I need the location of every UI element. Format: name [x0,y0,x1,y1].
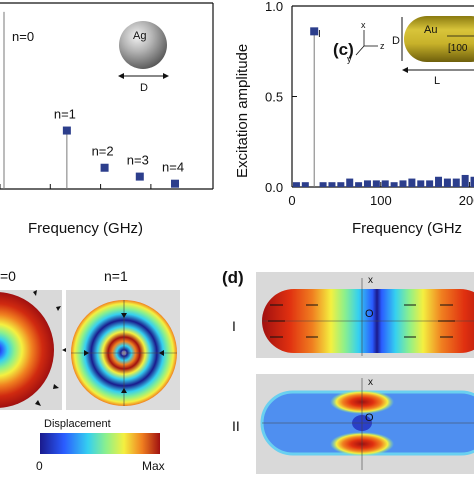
rod-diameter-label: D [392,35,400,47]
panel-c-ticks: 0.0 0.5 1.0 0 100 200 [265,0,474,208]
mode-II-origin-label: O [365,412,374,424]
colorbar-min-label: 0 [36,459,43,473]
panel-c-x-tick-label: 0 [288,193,295,208]
mode-n1-arrow [121,388,127,393]
panel-c-bar [461,174,469,187]
sphere-label: Ag [133,30,146,42]
mode-I-arrows [268,304,455,338]
mode-I-marker: I [318,29,321,40]
colorbar-max-label: Max [142,459,165,473]
panel-c-bar [328,182,336,187]
mode-I-axis-label: x [368,275,373,286]
mode-n0-title: =0 [0,268,16,284]
panel-c-x-tick-label: 100 [370,193,392,208]
panel-a-data-point [171,179,179,188]
panel-a-stems [3,11,68,189]
panel-c-bar [452,178,460,187]
mode-n0-arrow [53,384,59,389]
panel-d-tag: (d) [222,268,244,287]
mode-n0-arrow [33,290,37,296]
panel-c-bars [292,27,474,187]
mode-n1-title: n=1 [104,268,128,284]
panel-a-points [62,126,179,188]
mode-n1-arrow [84,350,89,356]
panel-c-bar [355,182,363,187]
sphere-diameter-label: D [140,82,148,94]
panel-a-point-label: n=4 [162,160,184,175]
rod-material-label: Au [424,24,437,36]
mode-n1-arrow [121,313,127,318]
panel-c-bar [363,180,371,187]
panel-c-bar [426,180,434,187]
panel-c-peak-point [310,27,319,36]
silver-sphere-illustration [119,21,167,69]
mode-n0-displacement-map [0,292,54,408]
rod-length-label: L [434,75,440,87]
panel-b: =0 n=1 Displacement 0 Max [0,268,180,473]
diameter-arrow-left-head [118,73,124,79]
panel-c: 0.0 0.5 1.0 0 100 200 (c) Excitation amplitud… [234,0,474,237]
panel-c-bar [301,182,309,187]
panel-c-y-axis-title: Excitation amplitude [234,44,251,178]
panel-d: (d) I II x O x O [222,268,474,474]
triad-z-label: z [380,41,385,51]
panel-a-point-label: n=2 [92,144,114,159]
panel-c-bar [346,178,354,187]
panel-c-bar [408,178,416,187]
panel-a-x-axis-title: Frequency (GHz) [28,220,143,237]
triad-x-label: x [361,20,366,30]
panel-c-bar [443,178,451,187]
diameter-arrow-right-head [163,73,169,79]
panel-c-bar [417,180,425,187]
rod-length-arrow-head [402,67,408,73]
panel-c-bar [390,182,398,187]
mode-n0-arrow [56,306,61,311]
panel-c-y-tick-label: 1.0 [265,0,283,14]
colorbar [40,433,160,454]
mode-II-label: II [232,418,240,434]
colorbar-title: Displacement [44,418,111,430]
mode-n0-arrow [35,400,41,406]
panel-a-point-label: n=0 [12,29,34,44]
panel-c-bar [435,176,443,187]
panel-a-data-point [100,163,109,172]
triad-y-label: y [347,54,352,64]
panel-c-bar [337,182,345,187]
panel-a-point-label: n=1 [54,107,76,122]
panel-a: n=0 n=1 n=2 n=3 n=4 Ag D Frequency (GHz) [0,2,214,237]
panel-c-tag: (c) [333,40,354,59]
mode-n1-arrow [159,350,164,356]
rod-direction-label: [100 [448,43,468,54]
triad-y-arrow [355,45,365,56]
mode-I-origin-label: O [365,308,374,320]
panel-c-bar [319,182,327,187]
panel-c-bar [372,180,380,187]
panel-a-ticks [0,184,152,189]
gold-nanorod-illustration [404,16,474,62]
panel-a-point-label: n=3 [127,153,149,168]
panel-c-y-tick-label: 0.5 [265,90,283,105]
mode-n1-arrows [84,313,164,393]
panel-c-y-tick-label: 0.0 [265,180,283,195]
panel-a-data-point [62,126,71,135]
mode-I-label: I [232,318,236,334]
panel-c-x-axis-title: Frequency (GHz [352,220,462,237]
panel-a-data-point [135,172,144,181]
panel-c-bar [470,176,474,187]
panel-c-bar [381,180,389,187]
mode-II-axis-label: x [368,377,373,388]
panel-c-bar [399,180,407,187]
panel-c-bar [292,182,300,187]
panel-c-x-tick-label: 200 [459,193,474,208]
panel-a-point-labels: n=0 n=1 n=2 n=3 n=4 [12,29,184,175]
